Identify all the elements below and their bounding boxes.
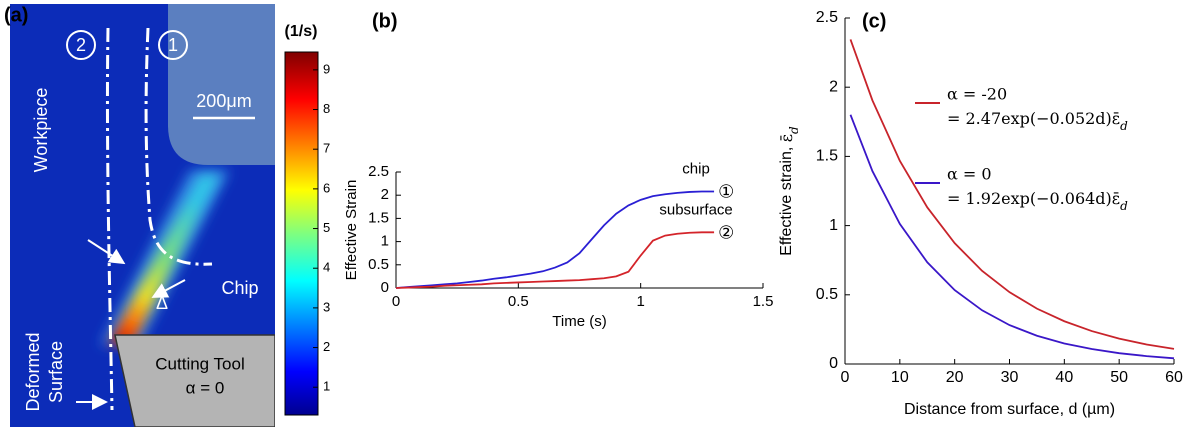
series-line [395, 190, 715, 289]
y-tick-label: 1 [381, 233, 389, 250]
colorbar-tick-label: 5 [323, 220, 330, 235]
y-tick-label: 1.5 [816, 148, 838, 165]
label-part: = 2.47exp(−0.052d) [947, 109, 1112, 128]
colorbar-tick-label: 2 [323, 339, 330, 354]
y-tick-label: 0 [829, 355, 838, 372]
colorbar-tick-label: 3 [323, 299, 330, 314]
label-part: d [1120, 199, 1128, 213]
surface-label: Deformed [23, 332, 43, 411]
path-1 [144, 27, 213, 266]
colorbar [284, 51, 319, 416]
path-label: 1 [168, 35, 178, 55]
y-tick-label: 0.5 [816, 286, 838, 303]
series-line [395, 231, 715, 289]
y-axis-label: Effective strain, ε̄d [777, 126, 801, 256]
y-tick-label: 0.5 [368, 256, 389, 273]
label-part: = 1.92exp(−0.064d) [947, 189, 1112, 208]
workpiece-label: Workpiece [31, 88, 51, 173]
label-part: ε̄ [777, 134, 796, 142]
chip-region [168, 4, 275, 165]
colorbar-tick-label: 7 [323, 141, 330, 156]
label-part: d [787, 126, 801, 134]
cutting-tool [114, 334, 275, 427]
colorbar-tick-label: 8 [323, 101, 330, 116]
label-part: d [1120, 119, 1128, 133]
legend-label: α = -20 [947, 85, 1007, 104]
x-axis-label: Distance from surface, d (µm) [904, 401, 1115, 418]
y-tick-label: 2.5 [368, 163, 389, 180]
path-label: 2 [76, 35, 86, 55]
end-marker: ② [718, 222, 734, 243]
y-tick-label: 1 [829, 217, 838, 234]
colorbar-tick-label: 6 [323, 180, 330, 195]
y-tick-label: 0 [381, 279, 389, 296]
marker-circle [158, 30, 188, 60]
surface-label: Surface [46, 341, 66, 403]
marker-circle [66, 30, 96, 60]
colorbar-label: (1/s) [285, 23, 318, 40]
panel-label: (a) [4, 4, 28, 26]
x-tick-label: 30 [1001, 369, 1019, 386]
x-tick-label: 0 [392, 293, 400, 310]
x-tick-label: 50 [1110, 369, 1128, 386]
x-tick-label: 1.5 [753, 293, 774, 310]
series-line [849, 114, 1175, 360]
path-2 [105, 27, 114, 411]
colorbar-tick-label: 4 [323, 260, 330, 275]
scale-label: 200μm [196, 91, 251, 111]
x-tick-label: 1 [636, 293, 644, 310]
label-part: Effective strain, [778, 142, 795, 256]
colorbar-tick-label: 9 [323, 61, 330, 76]
y-tick-label: 2 [381, 186, 389, 203]
y-tick-label: 2 [829, 78, 838, 95]
label-part: ε̄ [1112, 109, 1120, 128]
legend-label: subsurface [659, 201, 732, 218]
simulation-image: 2 1 Workpiece 200μm Chip Δ Deformed Surf… [10, 4, 275, 427]
x-tick-label: 20 [946, 369, 964, 386]
x-tick-label: 10 [891, 369, 909, 386]
arrow [151, 279, 186, 298]
colorbar-tick-label: 1 [323, 379, 330, 394]
label-part: Effective Strain [343, 180, 360, 281]
x-tick-label: 0.5 [508, 293, 529, 310]
panel-label: (b) [372, 10, 398, 32]
x-tick-label: 40 [1055, 369, 1073, 386]
legend-label: α = 0 [947, 165, 992, 184]
x-tick-label: 0 [841, 369, 850, 386]
panel-label: (c) [862, 10, 886, 32]
legend-label: chip [682, 160, 710, 177]
y-axis-label: Effective Strain [343, 180, 360, 281]
shear-band [108, 175, 220, 345]
arrow [87, 239, 126, 265]
chip-label: Chip [221, 278, 258, 298]
x-tick-label: 60 [1165, 369, 1183, 386]
x-axis-label: Time (s) [552, 313, 606, 330]
end-marker: ① [718, 181, 734, 202]
angle-label: α = 0 [186, 378, 225, 397]
y-tick-label: 2.5 [816, 9, 838, 26]
delta-label: Δ [156, 293, 168, 313]
series-line [849, 39, 1175, 350]
equation: = 2.47exp(−0.052d)ε̄d [947, 109, 1128, 133]
label-part: ε̄ [1112, 189, 1120, 208]
equation: = 1.92exp(−0.064d)ε̄d [947, 189, 1128, 213]
y-tick-label: 1.5 [368, 209, 389, 226]
tool-label: Cutting Tool [155, 354, 244, 373]
